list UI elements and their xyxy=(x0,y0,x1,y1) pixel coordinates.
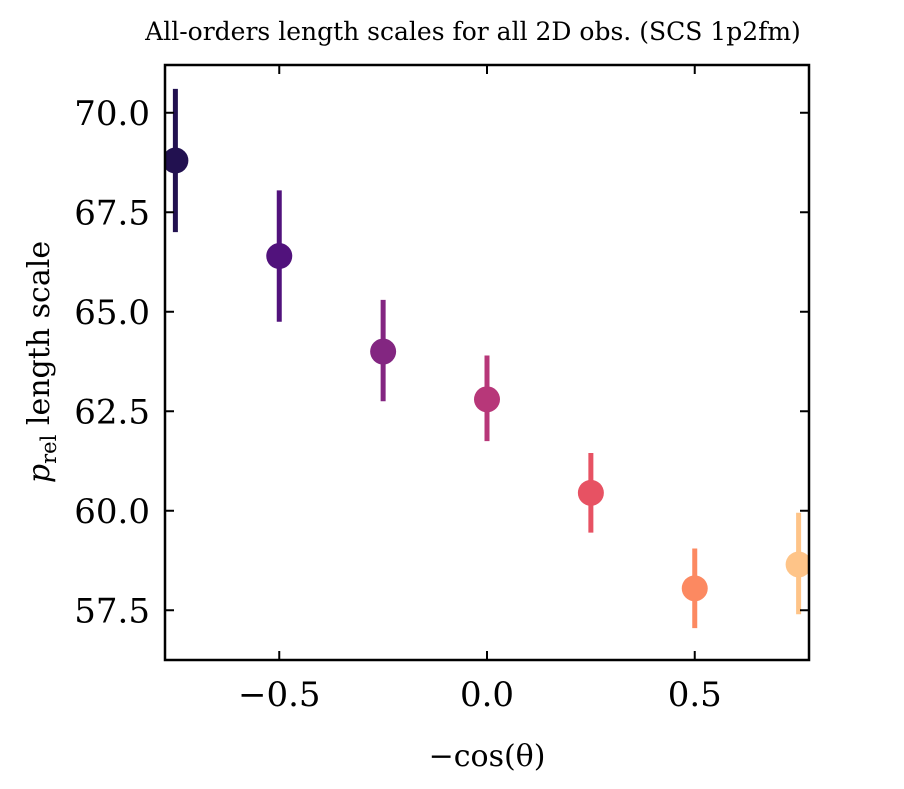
x-tick-label-2: 0.5 xyxy=(668,675,722,715)
y-axis-label-rest: length scale xyxy=(22,241,57,435)
y-tick-label-4: 67.5 xyxy=(74,193,150,233)
y-axis-ticks: 57.5 60.0 62.5 65.0 67.5 70.0 xyxy=(74,94,809,631)
y-tick-label-1: 60.0 xyxy=(74,492,150,532)
y-axis-label-subscript: rel xyxy=(37,434,61,463)
y-tick-label-0: 57.5 xyxy=(74,591,150,631)
x-tick-label-1: 0.0 xyxy=(460,675,514,715)
x-axis-ticks: −0.5 0.0 0.5 xyxy=(238,65,722,715)
x-axis-label: −cos(θ) xyxy=(429,739,546,774)
y-axis-label: prel length scale xyxy=(22,241,61,483)
data-point-5 xyxy=(681,575,708,602)
chart-title: All-orders length scales for all 2D obs.… xyxy=(144,17,801,46)
data-point-4 xyxy=(577,479,604,506)
y-tick-label-2: 62.5 xyxy=(74,392,150,432)
data-points xyxy=(165,88,809,629)
data-point-0 xyxy=(165,147,189,174)
data-point-3 xyxy=(474,386,500,413)
x-tick-label-0: −0.5 xyxy=(238,675,321,715)
y-axis-label-main: p xyxy=(22,464,57,483)
data-point-2 xyxy=(370,338,397,365)
data-point-1 xyxy=(266,243,293,270)
data-point-6 xyxy=(785,551,809,578)
y-tick-label-5: 70.0 xyxy=(74,94,150,134)
y-tick-label-3: 65.0 xyxy=(74,293,150,333)
